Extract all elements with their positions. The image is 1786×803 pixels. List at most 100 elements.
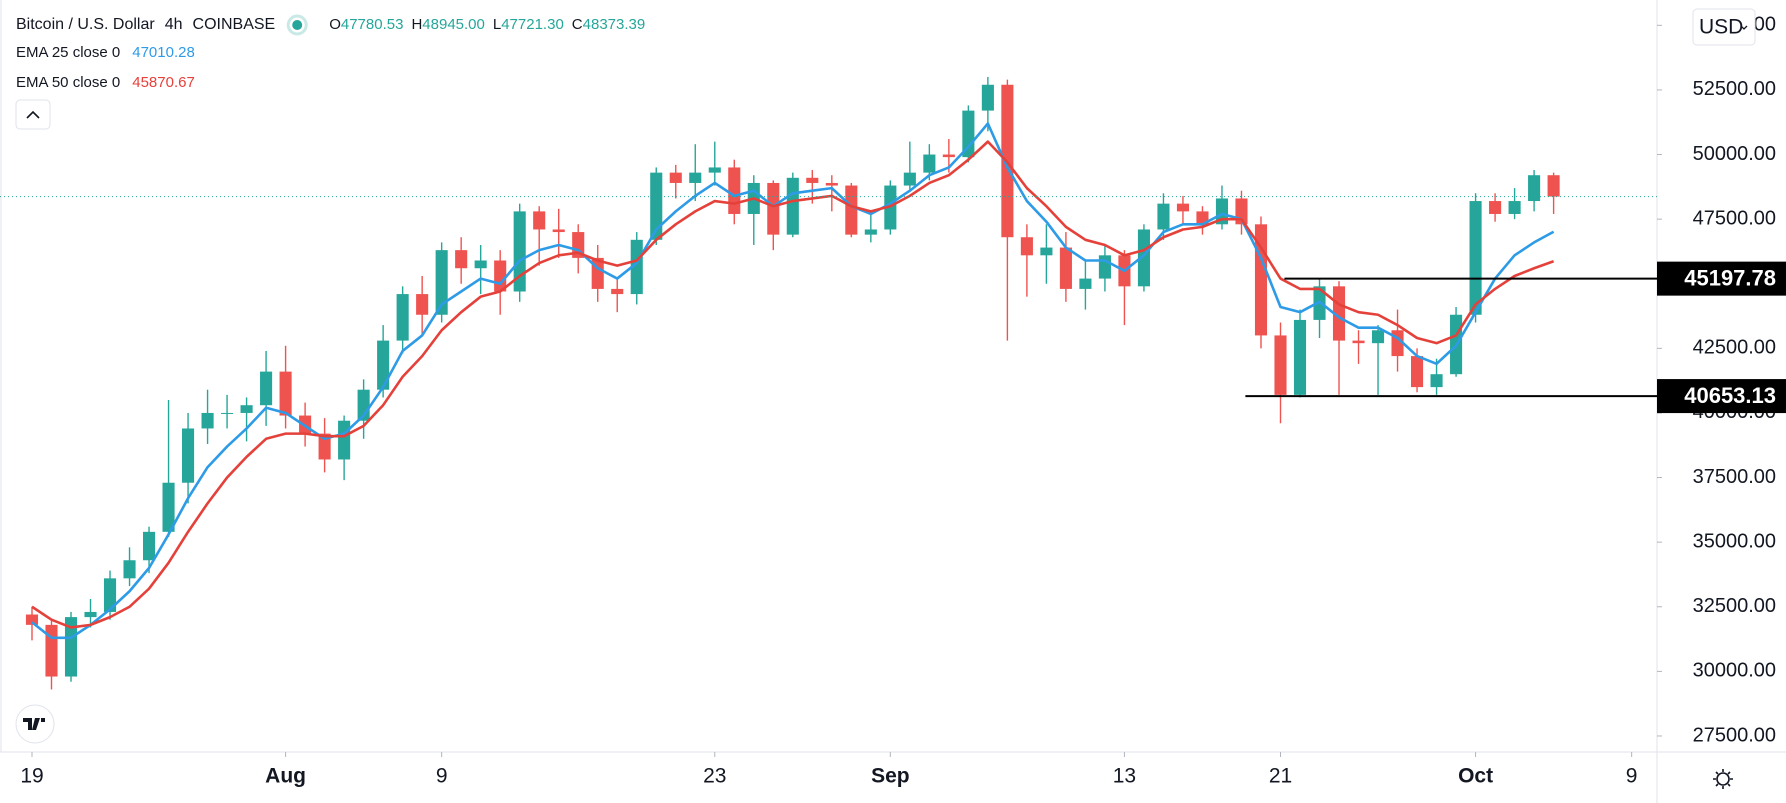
candle-body [142,531,156,561]
symbol-interval: 4h [165,16,183,33]
symbol-exchange: COINBASE [193,16,276,33]
candle-body [103,578,117,612]
candle-body [279,371,292,416]
candle-body [260,371,273,406]
candle-body [1508,201,1521,214]
ohlc-key: O [329,16,341,33]
candle-body [689,172,702,183]
gear-icon[interactable] [1716,772,1730,786]
collapse-button-frame[interactable] [15,99,51,130]
candle-body [923,154,936,173]
symbol-title: Bitcoin / U.S. Dollar [16,16,155,33]
y-tick-label: 32500.00 [1693,595,1776,617]
y-tick-label: 37500.00 [1693,466,1776,488]
candle-body [1332,286,1346,341]
candle-body [45,624,58,677]
level-label: 40653.13 [1684,383,1776,408]
candle-body [1274,335,1287,395]
candle-body [123,560,136,579]
currency-button[interactable]: USD [1692,8,1756,46]
candle-body [1079,278,1092,289]
candle-body [650,172,663,240]
candle-body [728,167,741,214]
y-tick-label: 47500.00 [1693,207,1776,229]
level-label: 45197.78 [1684,265,1776,290]
candle-body [630,239,643,295]
x-tick-label: 9 [436,765,448,788]
candle-body [1059,247,1072,289]
level-label-box [1657,379,1786,414]
ema-line [31,140,1555,629]
candle-body [162,482,175,532]
candle-body [942,154,955,158]
candle-body [84,611,97,618]
candle-body [1293,319,1307,395]
candle-body [201,412,214,429]
ema-legend-name: EMA 50 close 0 [16,74,120,91]
y-tick-label: 30000.00 [1693,660,1776,682]
y-tick-label: 50000.00 [1693,143,1776,165]
currency-label[interactable]: USD [1699,16,1743,39]
candle-body [552,229,565,233]
tradingview-logo[interactable] [15,704,55,744]
ohlc-value: 48373.39 [583,16,646,33]
ohlc-key: L [493,16,501,33]
ohlc-key: H [411,16,422,33]
candle-body [1547,175,1560,197]
y-tick-label: 42500.00 [1693,337,1776,359]
candle-body [1196,211,1209,225]
candle-body [1040,247,1053,256]
logo-mark [23,718,45,730]
status-dot [292,20,303,30]
x-tick-label: 23 [703,765,726,788]
candle-body [1157,203,1170,230]
x-tick-label: 13 [1113,765,1136,788]
collapse-button[interactable] [15,99,51,130]
candle-body [1176,203,1190,212]
candle-body [903,172,916,186]
candle-body [981,84,994,111]
candle-body [669,172,682,183]
currency-chevron [1740,25,1748,30]
x-tick-label: Sep [871,765,910,788]
x-tick-label: 9 [1626,765,1638,788]
candle-body [786,177,799,235]
candle-body [1430,374,1443,388]
candle-body [1020,237,1033,256]
x-tick-label: 19 [20,765,43,788]
candle-body [1489,201,1502,214]
y-tick-label: 35000.00 [1693,530,1776,552]
candle-body [1352,340,1365,344]
ohlc-value: 48945.00 [422,16,485,33]
candle-body [1371,330,1385,344]
candle-body [377,340,390,390]
candle-body [1469,201,1482,315]
ohlc-key: C [572,16,583,33]
candle-body [221,412,234,414]
candle-body [533,211,546,230]
currency-button-frame[interactable] [1692,8,1756,46]
x-tick-label: Aug [265,765,306,788]
x-tick-label: 21 [1269,765,1292,788]
ohlc-value: 47721.30 [501,16,564,33]
candle-body [767,182,780,235]
candle-body [455,250,468,269]
candle-body [806,177,819,183]
candle-body [182,428,195,483]
legend: Bitcoin / U.S. Dollar 4h COINBASE O 47780.53… [16,14,646,91]
x-tick-label: Oct [1458,765,1493,788]
candle-body [240,405,253,413]
ohlc-value: 47780.53 [341,16,404,33]
candle-body [513,211,526,292]
status-ring [286,14,308,36]
candle-body [1528,175,1541,202]
ema-legend-value: 45870.67 [132,74,195,91]
candle-body [338,420,351,460]
settings-button[interactable] [1713,769,1733,789]
candle-body [1098,255,1111,279]
candle-body [708,167,721,173]
candle-body [864,229,877,235]
